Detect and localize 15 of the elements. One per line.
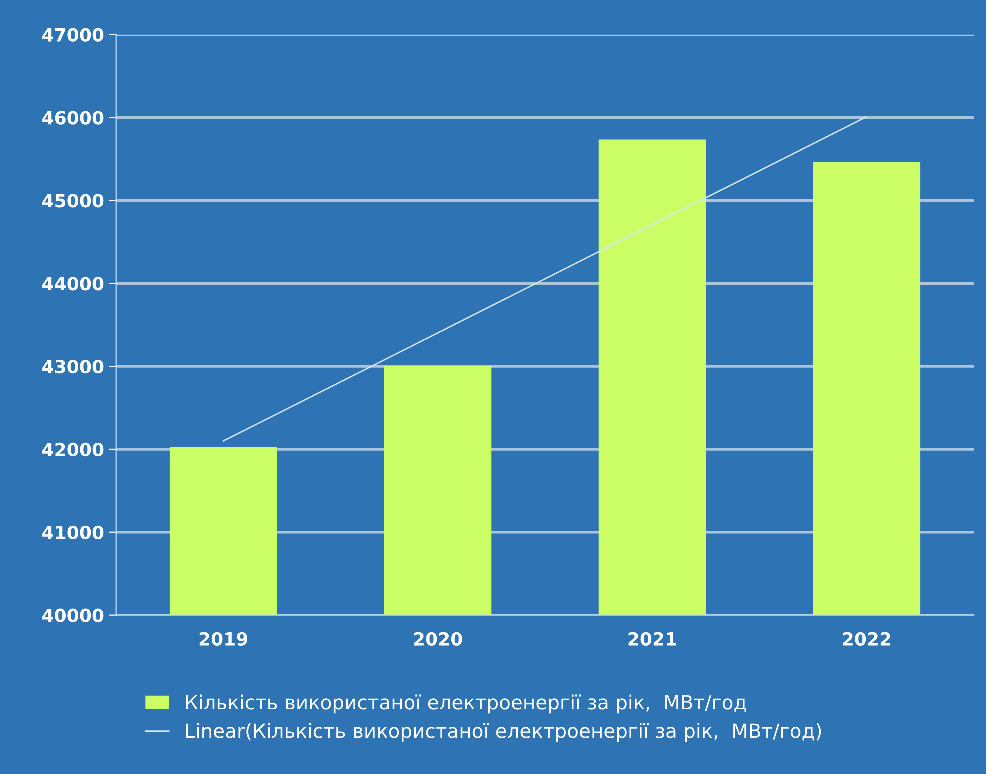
y-tick-label: 40000 — [42, 608, 104, 622]
legend-label: Linear(Кількість використаної електроенергії за рік, МВт/год) — [186, 723, 822, 742]
legend-label: Кількість використаної електроенергії за рік, МВт/год — [186, 694, 746, 714]
y-tick-label: 46000 — [42, 111, 104, 125]
y-tick-label: 44000 — [42, 277, 104, 291]
y-tick-label: 43000 — [42, 360, 104, 374]
line-series — [222, 116, 868, 442]
y-tick-label: 47000 — [42, 28, 104, 42]
x-tick-label: 2020 — [414, 632, 462, 646]
y-tick-label: 41000 — [42, 526, 104, 540]
y-tick-label: 42000 — [42, 442, 104, 457]
x-tick-label: 2019 — [200, 632, 248, 646]
y-tick-label: 45000 — [42, 194, 104, 208]
x-tick-label: 2022 — [843, 632, 890, 646]
x-tick-label: 2021 — [628, 632, 676, 646]
